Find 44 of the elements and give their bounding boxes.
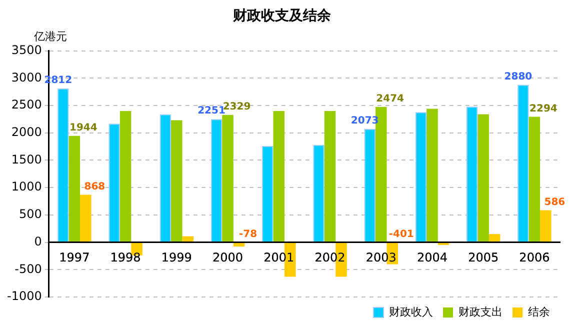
- x-tick-label: 2000: [212, 250, 244, 265]
- y-tick-label: 2500: [11, 98, 42, 112]
- data-label: 2474: [376, 94, 404, 105]
- x-tick-label: 2005: [468, 250, 499, 265]
- data-label: -78: [238, 228, 258, 240]
- y-tick-label: 1500: [11, 152, 42, 166]
- x-tick-label: 2004: [416, 250, 448, 265]
- bar: [540, 210, 552, 242]
- y-tick-label: 1000: [11, 180, 42, 194]
- bar: [233, 242, 245, 247]
- chart-title: 财政收支及结余: [232, 8, 332, 24]
- bar: [324, 110, 336, 242]
- y-tick-label: 2000: [11, 124, 42, 139]
- x-tick-label: 1999: [161, 250, 192, 265]
- bar: [68, 136, 80, 242]
- bar: [80, 194, 92, 242]
- bar: [171, 120, 182, 242]
- legend-label: 财政支出: [458, 305, 502, 318]
- data-label: 2251: [198, 106, 226, 117]
- x-tick-label: 2006: [519, 250, 550, 265]
- y-tick-label: -1000: [6, 289, 42, 304]
- y-tick-label: 3000: [11, 70, 42, 84]
- x-tick-label: 1997: [59, 250, 90, 265]
- legend-label: 财政收入: [389, 305, 433, 318]
- bar: [488, 234, 500, 242]
- y-tick-label: -500: [14, 262, 42, 276]
- bar: [478, 114, 489, 242]
- bar: [426, 108, 438, 242]
- bar: [222, 114, 234, 242]
- data-label: 1944: [70, 122, 98, 134]
- y-tick-label: 0: [34, 234, 42, 248]
- legend-label: 结余: [528, 305, 550, 318]
- y-tick-label: 3500: [11, 42, 42, 57]
- bar: [120, 110, 132, 242]
- data-label: 2294: [530, 103, 558, 114]
- y-axis-title: 亿港元: [33, 30, 67, 44]
- bar: [528, 116, 540, 242]
- y-tick-label: 500: [18, 207, 42, 222]
- data-label: 586: [544, 196, 566, 208]
- data-label: 2880: [504, 71, 532, 82]
- bar: [273, 110, 284, 242]
- data-label: -401: [388, 228, 414, 240]
- x-tick-label: 1998: [110, 250, 141, 265]
- data-label: 868: [84, 181, 106, 192]
